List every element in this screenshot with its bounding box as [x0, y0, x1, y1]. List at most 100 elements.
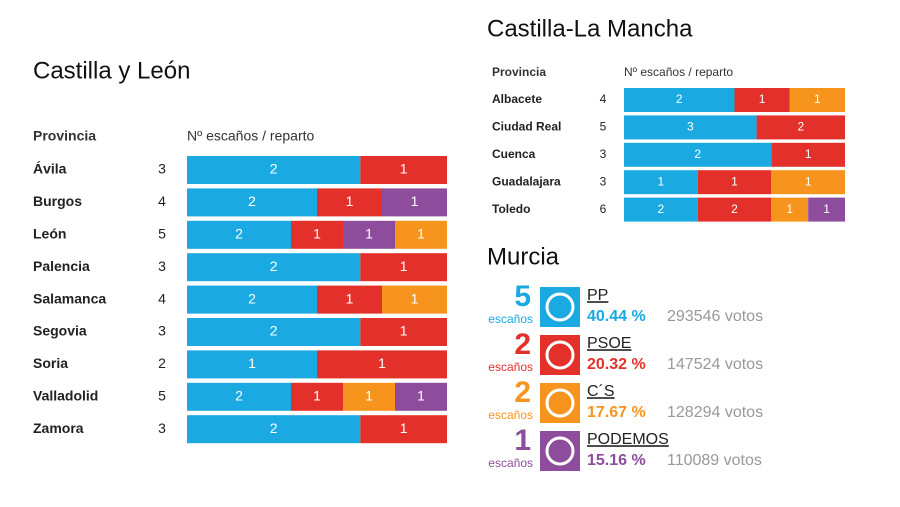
seat-segment: [317, 350, 447, 379]
party-name: C´S: [587, 383, 615, 400]
seat-segment: [343, 382, 395, 411]
seat-segment: [317, 188, 382, 217]
segment-label: 1: [365, 226, 373, 242]
segment-label: 1: [731, 174, 738, 188]
party-votes: 128294 votos: [667, 404, 763, 421]
seats: 3: [600, 174, 607, 188]
seat-segment: [624, 197, 698, 222]
province: Salamanca: [33, 290, 106, 306]
seat-segment: [360, 318, 447, 346]
segment-label: 1: [346, 290, 354, 306]
seat-segment: [756, 115, 845, 140]
seat-segment: [187, 253, 361, 282]
seat-segment: [187, 350, 317, 379]
segment-label: 1: [400, 161, 408, 177]
segment-label: 1: [814, 92, 821, 106]
seats: 6: [600, 202, 607, 216]
seats-number: 1: [514, 424, 531, 457]
seat-segment: [624, 88, 735, 112]
party-logo-mark: [545, 388, 575, 418]
party-votes: 293546 votos: [667, 308, 763, 325]
seat-segment: [734, 88, 790, 112]
party-votes: 147524 votos: [667, 356, 763, 373]
province: Zamora: [33, 420, 84, 436]
seats: 3: [158, 420, 166, 436]
segment-label: 1: [786, 202, 793, 216]
seat-segment: [624, 115, 757, 140]
segment-label: 1: [400, 258, 408, 274]
segment-label: 1: [411, 193, 419, 209]
party-pct: 17.67 %: [587, 404, 646, 421]
segment-label: 1: [400, 420, 408, 436]
party-name: PP: [587, 287, 608, 304]
segment-label: 2: [676, 92, 683, 106]
segment-label: 1: [805, 147, 812, 161]
seat-segment: [382, 188, 447, 217]
seat-segment: [771, 197, 809, 222]
seats: 5: [600, 120, 607, 134]
column-header: Provincia: [33, 128, 96, 144]
seats-label: escaños: [488, 408, 533, 422]
segment-label: 1: [346, 193, 354, 209]
party-name: PODEMOS: [587, 431, 669, 448]
seats-number: 5: [514, 280, 531, 313]
segment-label: 1: [823, 202, 830, 216]
province: Valladolid: [33, 388, 98, 404]
province: Ávila: [33, 161, 67, 177]
seats-number: 2: [514, 328, 531, 361]
segment-label: 2: [270, 323, 278, 339]
party-logo-mark: [545, 436, 575, 466]
seat-segment: [771, 142, 845, 167]
segment-label: 1: [657, 174, 664, 188]
seat-segment: [395, 382, 447, 411]
seats: 4: [158, 290, 166, 306]
seat-segment: [360, 156, 447, 184]
province: Segovia: [33, 323, 87, 339]
party-pct: 40.44 %: [587, 308, 646, 325]
province: Guadalajara: [492, 174, 561, 188]
seats: 4: [600, 92, 607, 106]
seat-segment: [808, 197, 845, 222]
party-logo-mark: [545, 340, 575, 370]
party-name: PSOE: [587, 335, 631, 352]
seat-segment: [291, 382, 343, 411]
seat-segment: [697, 197, 772, 222]
column-header: Provincia: [492, 65, 546, 79]
seat-segment: [187, 188, 317, 217]
segment-label: 1: [417, 226, 425, 242]
province: Burgos: [33, 193, 82, 209]
seats: 3: [158, 258, 166, 274]
seats-number: 2: [514, 376, 531, 409]
segment-label: 2: [797, 120, 804, 134]
province: Ciudad Real: [492, 120, 561, 134]
segment-label: 3: [687, 120, 694, 134]
segment-label: 1: [411, 290, 419, 306]
segment-label: 1: [417, 388, 425, 404]
segment-label: 1: [313, 226, 321, 242]
segment-label: 1: [313, 388, 321, 404]
segment-label: 2: [248, 290, 256, 306]
party-votes: 110089 votos: [667, 452, 762, 469]
province: Palencia: [33, 258, 90, 274]
seat-segment: [789, 88, 845, 112]
seat-segment: [771, 170, 845, 195]
party-pct: 15.16 %: [587, 452, 646, 469]
seat-segment: [697, 170, 772, 195]
province: Soria: [33, 355, 68, 371]
segment-label: 1: [400, 323, 408, 339]
segment-label: 2: [235, 388, 243, 404]
segment-label: 1: [365, 388, 373, 404]
seat-segment: [360, 253, 447, 282]
segment-label: 2: [235, 226, 243, 242]
segment-label: 2: [657, 202, 664, 216]
seat-segment: [624, 170, 698, 195]
seats-label: escaños: [488, 312, 533, 326]
seat-segment: [187, 415, 361, 444]
seats: 5: [158, 388, 166, 404]
seats: 2: [158, 355, 166, 371]
section-title: Castilla y León: [33, 57, 190, 84]
seats: 3: [158, 323, 166, 339]
column-header: Nº escaños / reparto: [624, 65, 733, 79]
party-pct: 20.32 %: [587, 356, 646, 373]
